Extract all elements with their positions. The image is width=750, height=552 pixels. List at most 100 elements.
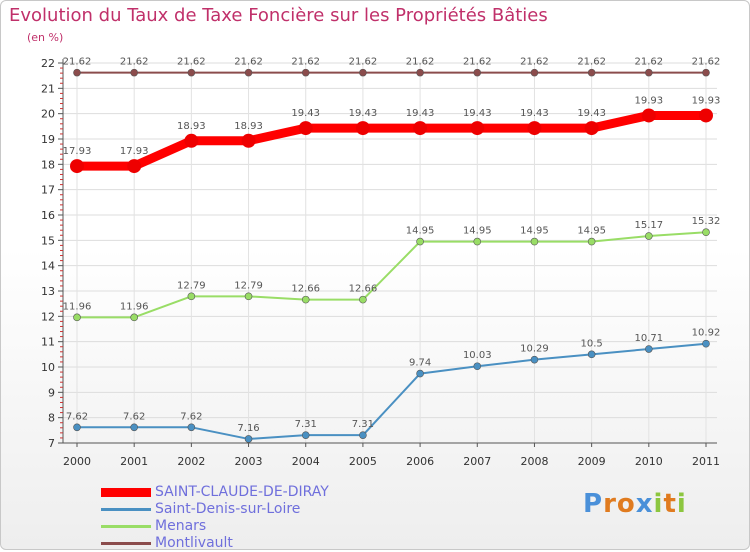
data-point bbox=[530, 237, 539, 246]
y-tick-label: 9 bbox=[48, 386, 55, 399]
data-point bbox=[587, 68, 596, 77]
data-label: 12.66 bbox=[349, 284, 378, 295]
y-tick-label: 22 bbox=[41, 57, 55, 70]
data-point bbox=[244, 68, 253, 77]
y-tick-label: 21 bbox=[41, 82, 55, 95]
legend-swatch bbox=[101, 508, 151, 511]
data-label: 7.62 bbox=[123, 411, 145, 422]
y-tick-label: 16 bbox=[41, 209, 55, 222]
x-tick-label: 2004 bbox=[292, 455, 320, 468]
x-tick-label: 2001 bbox=[120, 455, 148, 468]
legend-swatch bbox=[101, 525, 151, 528]
data-point bbox=[244, 292, 253, 301]
data-label: 18.93 bbox=[177, 121, 206, 132]
data-label: 7.31 bbox=[352, 419, 374, 430]
y-tick-label: 12 bbox=[41, 310, 55, 323]
y-tick-label: 8 bbox=[48, 412, 55, 425]
data-label: 7.31 bbox=[295, 419, 317, 430]
data-label: 21.62 bbox=[577, 57, 606, 68]
data-label: 21.62 bbox=[291, 57, 320, 68]
data-point bbox=[187, 423, 196, 432]
data-label: 12.79 bbox=[234, 280, 263, 291]
data-point bbox=[530, 355, 539, 364]
logo-letter: x bbox=[635, 489, 654, 519]
data-label: 15.17 bbox=[634, 220, 663, 231]
data-label: 18.93 bbox=[234, 121, 263, 132]
legend-label: SAINT-CLAUDE-DE-DIRAY bbox=[155, 484, 329, 500]
data-point bbox=[130, 68, 138, 77]
series-line bbox=[76, 231, 707, 319]
data-label: 19.93 bbox=[692, 95, 721, 106]
series-line bbox=[72, 110, 711, 171]
logo-letter: P bbox=[583, 489, 604, 519]
data-label: 19.93 bbox=[634, 95, 663, 106]
data-label: 7.62 bbox=[66, 411, 88, 422]
data-point bbox=[359, 68, 367, 77]
series-menars: 11.96 11.96 12.79 12.79 12.66 12.66 14.95 14.95… bbox=[63, 216, 721, 322]
data-label: 21.62 bbox=[120, 57, 149, 68]
y-tick-label: 13 bbox=[41, 285, 55, 298]
series-layer: 7.62 7.62 7.62 7.16 7.31 7.31 9.74 10.03 10.29 10… bbox=[63, 57, 721, 443]
data-point bbox=[359, 431, 367, 439]
data-label: 9.74 bbox=[409, 358, 431, 369]
data-point bbox=[301, 295, 310, 304]
data-point bbox=[702, 339, 710, 348]
data-point bbox=[70, 159, 84, 174]
data-point bbox=[73, 68, 81, 77]
data-label: 7.16 bbox=[237, 423, 259, 434]
data-point bbox=[473, 237, 482, 246]
data-label: 21.62 bbox=[634, 57, 663, 68]
y-tick-label: 15 bbox=[41, 234, 55, 247]
legend-swatch bbox=[101, 488, 151, 497]
y-tick-label: 20 bbox=[41, 108, 55, 121]
x-tick-label: 2010 bbox=[635, 455, 663, 468]
y-tick-label: 19 bbox=[41, 133, 55, 146]
data-point bbox=[473, 68, 482, 77]
data-label: 10.92 bbox=[692, 328, 721, 339]
axes: 7 8 9 10 11 12 13 14 15 16 17 18 19 20 21 22 2000 2001 200… bbox=[41, 57, 720, 468]
data-label: 12.79 bbox=[177, 280, 206, 291]
x-tick-label: 2006 bbox=[406, 455, 434, 468]
data-point bbox=[413, 121, 428, 136]
data-label: 7.62 bbox=[180, 411, 202, 422]
legend-label: Menars bbox=[155, 518, 207, 534]
data-point bbox=[702, 68, 710, 77]
data-label: 14.95 bbox=[520, 226, 549, 237]
y-tick-label: 17 bbox=[41, 184, 55, 197]
logo-letter: r bbox=[603, 489, 617, 519]
logo-letter: i bbox=[653, 489, 664, 519]
data-label: 10.03 bbox=[463, 350, 492, 361]
data-label: 21.62 bbox=[692, 57, 721, 68]
data-point bbox=[530, 68, 539, 77]
y-axis-unit: (en %) bbox=[27, 31, 64, 44]
data-label: 10.5 bbox=[581, 338, 603, 349]
data-label: 14.95 bbox=[406, 226, 435, 237]
data-point bbox=[73, 423, 81, 432]
data-point bbox=[702, 228, 710, 237]
data-label: 21.62 bbox=[349, 57, 378, 68]
logo-letter: t bbox=[663, 489, 677, 519]
data-point bbox=[359, 295, 367, 304]
data-label: 15.32 bbox=[692, 216, 721, 227]
chart-title: Evolution du Taux de Taxe Foncière sur l… bbox=[9, 5, 548, 26]
data-point bbox=[241, 133, 256, 148]
series-line bbox=[76, 342, 707, 440]
data-point bbox=[641, 108, 656, 123]
x-tick-label: 2002 bbox=[177, 455, 205, 468]
data-point bbox=[130, 313, 138, 322]
x-tick-label: 2009 bbox=[578, 455, 606, 468]
x-tick-label: 2008 bbox=[520, 455, 548, 468]
y-tick-label: 10 bbox=[41, 361, 55, 374]
data-label: 19.43 bbox=[291, 108, 320, 119]
data-label: 17.93 bbox=[63, 146, 92, 157]
data-point bbox=[416, 68, 424, 77]
series-montlivault: 21.62 21.62 21.62 21.62 21.62 21.62 21.62 21.62… bbox=[63, 57, 721, 77]
data-point bbox=[473, 362, 482, 371]
data-point bbox=[699, 108, 713, 123]
data-label: 21.62 bbox=[463, 57, 492, 68]
series-saint-claude-de-diray: 17.93 17.93 18.93 18.93 19.43 19.43 19.43 19.43… bbox=[63, 95, 721, 174]
data-point bbox=[244, 435, 253, 443]
x-tick-label: 2003 bbox=[235, 455, 263, 468]
x-tick-label: 2000 bbox=[63, 455, 91, 468]
